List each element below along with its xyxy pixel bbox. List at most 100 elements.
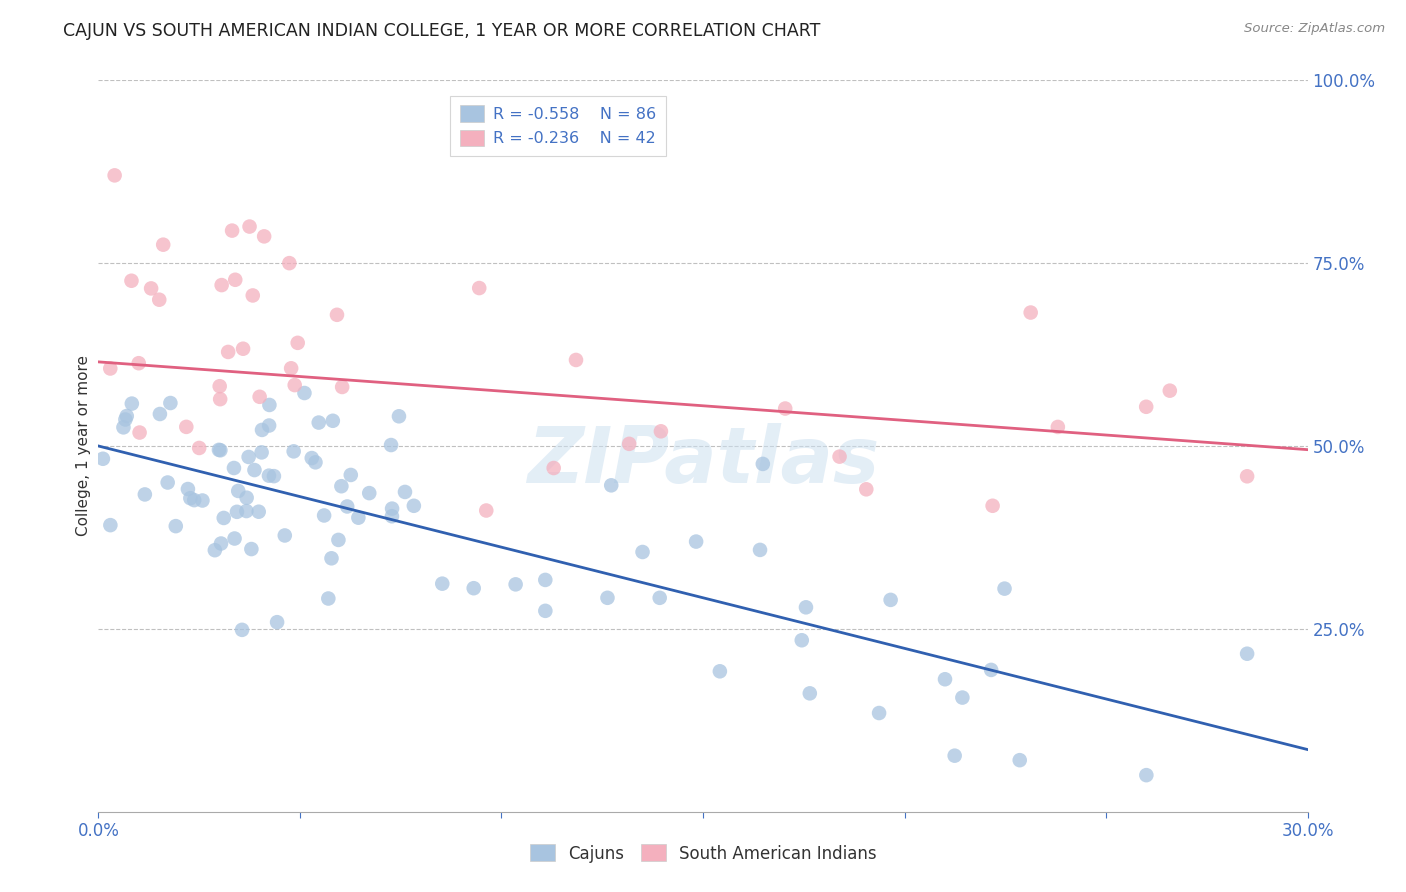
Point — [176, 420, 198, 434]
Point — [222, 461, 245, 475]
Text: ZIPatlas: ZIPatlas — [527, 423, 879, 499]
Point — [253, 229, 276, 244]
Point — [1236, 647, 1258, 661]
Point — [128, 356, 150, 370]
Point — [381, 509, 404, 524]
Point — [250, 423, 273, 437]
Point — [328, 533, 350, 547]
Point — [152, 237, 174, 252]
Point — [650, 425, 672, 439]
Point — [238, 219, 260, 234]
Point — [1019, 305, 1042, 319]
Point — [347, 510, 370, 524]
Point — [257, 468, 280, 483]
Point — [468, 281, 491, 295]
Point — [1236, 469, 1258, 483]
Point — [91, 451, 114, 466]
Point — [336, 500, 359, 514]
Point — [209, 536, 232, 550]
Point — [339, 467, 361, 482]
Point — [330, 479, 353, 493]
Point — [104, 169, 127, 183]
Point — [114, 412, 136, 426]
Point — [100, 518, 122, 533]
Point — [183, 493, 205, 508]
Point — [301, 451, 323, 466]
Point — [257, 418, 280, 433]
Point — [149, 407, 172, 421]
Point — [112, 420, 135, 434]
Point — [381, 501, 404, 516]
Point — [280, 361, 302, 376]
Point — [98, 361, 121, 376]
Point — [259, 398, 281, 412]
Point — [619, 437, 641, 451]
Point — [283, 444, 305, 458]
Point — [308, 416, 330, 430]
Point — [752, 457, 775, 471]
Point — [226, 505, 249, 519]
Point — [240, 542, 263, 557]
Point — [165, 519, 187, 533]
Point — [148, 293, 170, 307]
Point — [534, 573, 557, 587]
Point — [177, 482, 200, 496]
Point — [134, 487, 156, 501]
Point — [749, 542, 772, 557]
Point — [505, 577, 527, 591]
Point — [314, 508, 336, 523]
Point — [209, 392, 232, 406]
Point — [232, 342, 254, 356]
Point — [294, 386, 316, 401]
Point — [773, 401, 796, 416]
Point — [128, 425, 150, 440]
Point — [121, 274, 143, 288]
Point — [159, 396, 181, 410]
Point — [224, 273, 246, 287]
Point — [475, 503, 498, 517]
Point — [208, 442, 231, 457]
Point — [322, 414, 344, 428]
Point — [208, 379, 231, 393]
Point — [794, 600, 817, 615]
Point — [394, 485, 416, 500]
Point — [981, 499, 1004, 513]
Point — [224, 532, 246, 546]
Point — [402, 499, 425, 513]
Point — [855, 483, 877, 497]
Point — [359, 486, 381, 500]
Point — [380, 438, 402, 452]
Point — [709, 665, 731, 679]
Point — [1046, 420, 1069, 434]
Point — [685, 534, 707, 549]
Point — [596, 591, 619, 605]
Point — [266, 615, 288, 630]
Point — [238, 450, 260, 464]
Point — [543, 461, 565, 475]
Text: CAJUN VS SOUTH AMERICAN INDIAN COLLEGE, 1 YEAR OR MORE CORRELATION CHART: CAJUN VS SOUTH AMERICAN INDIAN COLLEGE, … — [63, 22, 821, 40]
Point — [648, 591, 671, 605]
Point — [463, 581, 485, 595]
Point — [934, 672, 956, 686]
Point — [432, 576, 454, 591]
Point — [388, 409, 411, 424]
Point — [1135, 400, 1157, 414]
Point — [284, 378, 307, 392]
Point — [330, 380, 353, 394]
Point — [139, 281, 162, 295]
Point — [278, 256, 301, 270]
Point — [121, 396, 143, 410]
Point — [799, 686, 821, 700]
Point — [790, 633, 813, 648]
Point — [321, 551, 343, 566]
Point — [226, 483, 249, 498]
Point — [828, 450, 851, 464]
Text: Source: ZipAtlas.com: Source: ZipAtlas.com — [1244, 22, 1385, 36]
Point — [250, 445, 273, 459]
Y-axis label: College, 1 year or more: College, 1 year or more — [76, 356, 91, 536]
Point — [1159, 384, 1181, 398]
Point — [868, 706, 890, 720]
Point — [179, 491, 201, 506]
Point — [274, 528, 297, 542]
Point — [235, 504, 257, 518]
